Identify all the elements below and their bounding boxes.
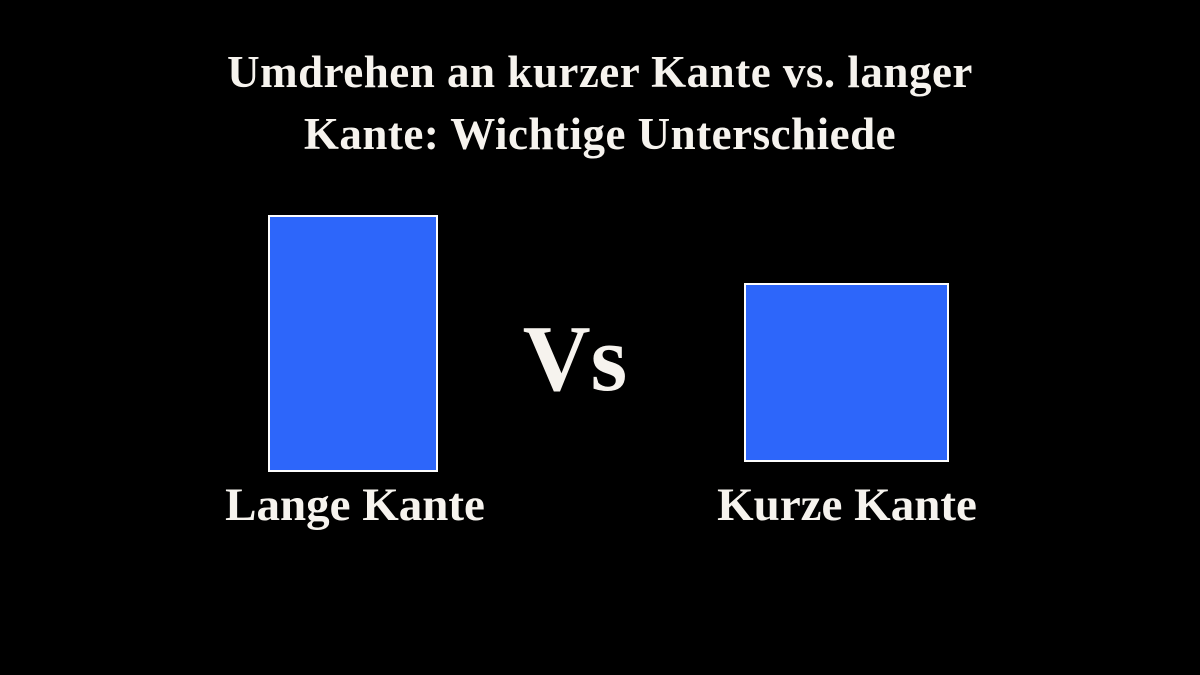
page-title-line-1: Umdrehen an kurzer Kante vs. langer bbox=[227, 47, 973, 97]
page-title: Umdrehen an kurzer Kante vs. langer Kant… bbox=[0, 41, 1200, 165]
short-edge-label: Kurze Kante bbox=[717, 479, 977, 531]
long-edge-rectangle bbox=[268, 215, 438, 472]
short-edge-rectangle bbox=[744, 283, 949, 462]
long-edge-label: Lange Kante bbox=[225, 479, 485, 531]
vs-label: Vs bbox=[522, 307, 628, 411]
page-title-line-2: Kante: Wichtige Unterschiede bbox=[303, 109, 897, 159]
